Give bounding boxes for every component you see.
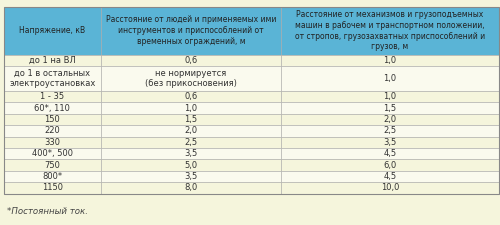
Text: 150: 150 [44, 115, 60, 124]
Text: 1,5: 1,5 [184, 115, 198, 124]
Bar [4, 159, 100, 171]
Bar [100, 55, 281, 66]
Bar [281, 114, 499, 125]
Bar [281, 171, 499, 182]
Text: 1,5: 1,5 [384, 104, 396, 112]
Bar [100, 137, 281, 148]
Bar [281, 7, 499, 55]
Bar [100, 159, 281, 171]
Text: не нормируется
(без прикосновения): не нормируется (без прикосновения) [145, 69, 237, 88]
Bar [4, 171, 100, 182]
Bar [100, 102, 281, 114]
Bar [4, 7, 499, 194]
Text: 2,0: 2,0 [184, 126, 198, 135]
Text: 4,5: 4,5 [384, 149, 396, 158]
Bar [4, 102, 100, 114]
Bar [281, 159, 499, 171]
Text: 3,5: 3,5 [184, 149, 198, 158]
Text: 4,5: 4,5 [384, 172, 396, 181]
Text: 1150: 1150 [42, 183, 63, 192]
Text: 60*, 110: 60*, 110 [34, 104, 70, 112]
Bar [100, 182, 281, 194]
Text: 750: 750 [44, 160, 60, 169]
Text: 2,0: 2,0 [384, 115, 396, 124]
Text: Расстояние от механизмов и грузоподъемных
машин в рабочем и транспортном положен: Расстояние от механизмов и грузоподъемны… [295, 10, 485, 51]
Text: 220: 220 [44, 126, 60, 135]
Text: 1,0: 1,0 [384, 56, 396, 65]
Bar [281, 182, 499, 194]
Text: 10,0: 10,0 [381, 183, 400, 192]
Bar [4, 182, 100, 194]
Bar [281, 66, 499, 91]
Text: 8,0: 8,0 [184, 183, 198, 192]
Bar [100, 7, 281, 55]
Bar [100, 148, 281, 159]
Bar [100, 114, 281, 125]
Text: 3,5: 3,5 [184, 172, 198, 181]
Bar [4, 148, 100, 159]
Text: 1,0: 1,0 [184, 104, 198, 112]
Text: 6,0: 6,0 [384, 160, 396, 169]
Bar [4, 114, 100, 125]
Text: Расстояние от людей и применяемых ими
инструментов и приспособлений от
временных: Расстояние от людей и применяемых ими ин… [106, 16, 276, 46]
Text: *Постоянный ток.: *Постоянный ток. [6, 207, 87, 216]
Text: Напряжение, кВ: Напряжение, кВ [19, 26, 86, 35]
Text: 0,6: 0,6 [184, 56, 198, 65]
Bar [100, 91, 281, 102]
Text: 1,0: 1,0 [384, 92, 396, 101]
Bar [4, 55, 100, 66]
Text: 2,5: 2,5 [384, 126, 396, 135]
Bar [281, 55, 499, 66]
Text: до 1 на ВЛ: до 1 на ВЛ [29, 56, 76, 65]
Text: 800*: 800* [42, 172, 62, 181]
Bar [100, 125, 281, 137]
Bar [100, 66, 281, 91]
Bar [4, 91, 100, 102]
Text: 400*, 500: 400*, 500 [32, 149, 73, 158]
Text: 330: 330 [44, 138, 60, 147]
Bar [100, 171, 281, 182]
Bar [281, 148, 499, 159]
Text: 0,6: 0,6 [184, 92, 198, 101]
Text: 3,5: 3,5 [384, 138, 396, 147]
Bar [281, 102, 499, 114]
Bar [4, 66, 100, 91]
Text: 1 - 35: 1 - 35 [40, 92, 64, 101]
Bar [281, 137, 499, 148]
Text: 1,0: 1,0 [384, 74, 396, 83]
Bar [4, 7, 100, 55]
Bar [281, 91, 499, 102]
Text: 2,5: 2,5 [184, 138, 198, 147]
Text: до 1 в остальных
электроустановках: до 1 в остальных электроустановках [9, 69, 96, 88]
Bar [281, 125, 499, 137]
Text: 5,0: 5,0 [184, 160, 198, 169]
Bar [4, 125, 100, 137]
Bar [4, 137, 100, 148]
